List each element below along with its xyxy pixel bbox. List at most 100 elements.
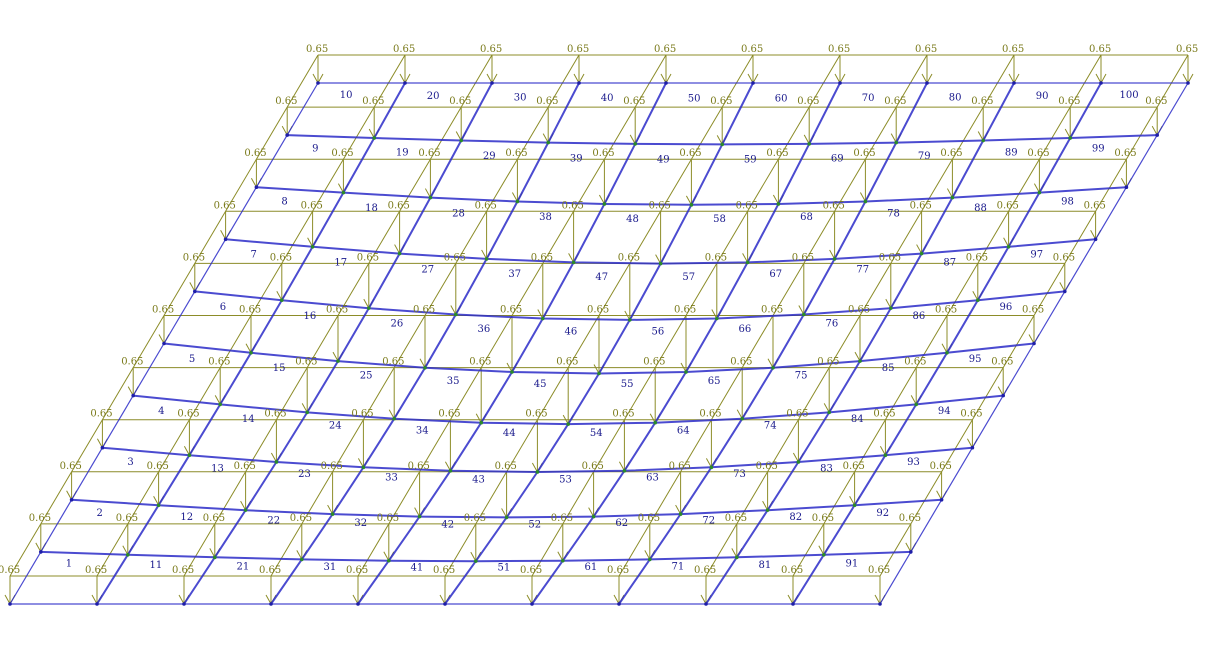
element-number-label: 29 xyxy=(483,151,496,162)
element-number-label: 1 xyxy=(66,559,72,570)
load-value-label: 0.65 xyxy=(638,513,660,524)
load-value-label: 0.65 xyxy=(377,513,399,524)
mesh-node xyxy=(428,195,433,200)
mesh-node xyxy=(863,199,868,204)
load-value-label: 0.65 xyxy=(147,461,169,472)
load-value-label: 0.65 xyxy=(817,357,839,368)
element-number-label: 63 xyxy=(646,473,659,484)
load-value-label: 0.65 xyxy=(495,461,517,472)
load-value-label: 0.65 xyxy=(85,565,107,576)
element-number-label: 14 xyxy=(242,414,255,425)
mesh-node xyxy=(100,445,105,450)
mesh-node xyxy=(490,81,494,85)
element-number-label: 88 xyxy=(974,203,987,214)
element-number-label: 59 xyxy=(744,155,757,166)
mesh-node xyxy=(223,237,228,242)
mesh-node xyxy=(878,602,882,606)
element-number-label: 49 xyxy=(657,155,670,166)
load-value-label: 0.65 xyxy=(971,96,993,107)
load-value-label: 0.65 xyxy=(382,357,404,368)
load-value-label: 0.65 xyxy=(899,513,921,524)
load-value-label: 0.65 xyxy=(797,96,819,107)
element-number-label: 32 xyxy=(354,518,367,529)
element-number-label: 55 xyxy=(621,379,634,390)
load-value-label: 0.65 xyxy=(991,357,1013,368)
load-value-label: 0.65 xyxy=(306,44,328,55)
load-value-label: 0.65 xyxy=(301,200,323,211)
element-number-label: 8 xyxy=(281,197,287,208)
load-value-label: 0.65 xyxy=(172,565,194,576)
load-value-label: 0.65 xyxy=(618,252,640,263)
load-value-label: 0.65 xyxy=(418,148,440,159)
load-value-label: 0.65 xyxy=(1089,44,1111,55)
load-value-label: 0.65 xyxy=(997,200,1019,211)
element-number-label: 50 xyxy=(688,94,701,105)
load-value-label: 0.65 xyxy=(90,409,112,420)
load-value-label: 0.65 xyxy=(270,252,292,263)
mesh-node xyxy=(459,138,464,143)
mesh-node xyxy=(423,365,427,370)
load-value-label: 0.65 xyxy=(177,409,199,420)
element-number-label: 87 xyxy=(943,257,956,268)
mesh-node xyxy=(628,318,632,322)
element-number-label: 25 xyxy=(360,371,373,382)
mesh-node xyxy=(249,350,253,355)
mesh-node xyxy=(807,142,811,146)
mesh-node xyxy=(69,498,74,502)
mesh-node xyxy=(597,371,601,376)
mesh-node xyxy=(515,199,520,204)
element-number-label: 85 xyxy=(882,363,895,374)
load-value-label: 0.65 xyxy=(469,357,491,368)
element-number-label: 36 xyxy=(478,324,491,335)
mesh-node xyxy=(330,512,335,516)
element-number-label: 44 xyxy=(503,428,516,439)
load-value-label: 0.65 xyxy=(531,252,553,263)
element-number-label: 78 xyxy=(887,208,900,219)
load-value-label: 0.65 xyxy=(868,565,890,576)
mesh-node xyxy=(305,410,310,415)
mesh-node xyxy=(1124,185,1129,189)
mesh-node xyxy=(504,515,509,520)
element-number-label: 60 xyxy=(775,94,788,105)
element-number-label: 42 xyxy=(441,519,454,530)
mesh-node xyxy=(1032,341,1036,346)
load-value-label: 0.65 xyxy=(828,44,850,55)
mesh-node xyxy=(454,312,458,317)
load-value-label: 0.65 xyxy=(812,513,834,524)
mesh-node xyxy=(832,257,837,261)
load-value-label: 0.65 xyxy=(525,409,547,420)
load-value-label: 0.65 xyxy=(823,200,845,211)
mesh-node xyxy=(796,460,801,464)
mesh-node xyxy=(300,557,304,562)
mesh-node xyxy=(561,558,565,563)
load-value-label: 0.65 xyxy=(464,513,486,524)
load-value-label: 0.65 xyxy=(326,305,348,316)
element-number-label: 33 xyxy=(385,473,398,484)
load-value-label: 0.65 xyxy=(674,305,696,316)
element-number-label: 13 xyxy=(211,463,224,474)
element-number-label: 68 xyxy=(800,212,813,223)
mesh-node xyxy=(771,365,775,370)
element-number-label: 51 xyxy=(498,563,511,574)
element-number-label: 54 xyxy=(590,428,603,439)
load-value-label: 0.65 xyxy=(853,148,875,159)
element-number-label: 61 xyxy=(585,562,598,573)
element-number-label: 23 xyxy=(298,469,311,480)
mesh-node xyxy=(776,202,781,206)
mesh-node xyxy=(914,402,918,407)
load-value-label: 0.65 xyxy=(438,409,460,420)
load-value-label: 0.65 xyxy=(0,565,20,576)
element-number-label: 96 xyxy=(1000,302,1013,313)
load-value-label: 0.65 xyxy=(480,44,502,55)
mesh-node xyxy=(684,370,688,374)
element-number-label: 95 xyxy=(969,354,982,365)
element-number-label: 91 xyxy=(846,559,859,570)
element-number-label: 34 xyxy=(416,425,429,436)
element-number-label: 40 xyxy=(601,93,614,104)
mesh-node xyxy=(740,416,744,421)
load-value-label: 0.65 xyxy=(290,513,312,524)
mesh-node xyxy=(889,306,893,310)
load-value-label: 0.65 xyxy=(259,565,281,576)
mesh-node-layer xyxy=(8,81,1190,606)
